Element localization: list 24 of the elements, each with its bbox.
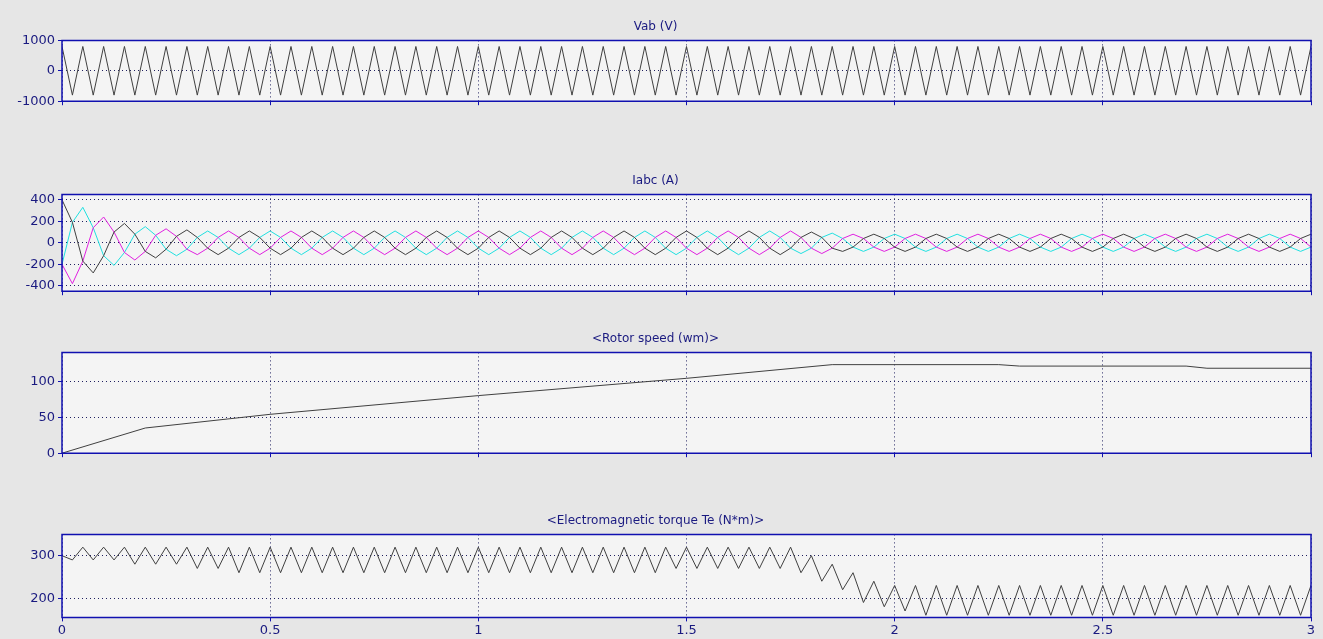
y-tick-label: -400	[25, 277, 55, 293]
y-tick-label: -1000	[17, 92, 55, 108]
chart-title: <Electromagnetic torque Te (N*m)>	[546, 513, 765, 528]
y-tick-label: 100	[30, 372, 55, 388]
y-tick-label: 0	[46, 62, 55, 78]
y-tick-label: 0	[46, 444, 55, 460]
y-tick-label: 200	[30, 589, 55, 605]
chart-title: <Rotor speed (wm)>	[592, 331, 719, 346]
y-tick-label: 400	[30, 191, 55, 207]
x-tick-label: 1	[474, 621, 483, 637]
y-tick-label: -200	[25, 255, 55, 271]
y-tick-label: 200	[30, 212, 55, 228]
x-tick-label: 2	[890, 621, 899, 637]
y-tick-label: 50	[38, 408, 55, 424]
x-tick-label: 2.5	[1092, 621, 1114, 637]
y-tick-label: 300	[30, 547, 55, 563]
x-tick-label: 0.5	[259, 621, 281, 637]
x-tick-label: 0	[57, 621, 67, 637]
chart-title: Vab (V)	[633, 19, 678, 34]
x-tick-label: 3	[1306, 621, 1316, 637]
y-tick-label: 1000	[21, 31, 55, 47]
x-tick-label: 1.5	[676, 621, 697, 637]
chart-title: Iabc (A)	[632, 173, 679, 188]
y-tick-label: 0	[46, 234, 55, 250]
